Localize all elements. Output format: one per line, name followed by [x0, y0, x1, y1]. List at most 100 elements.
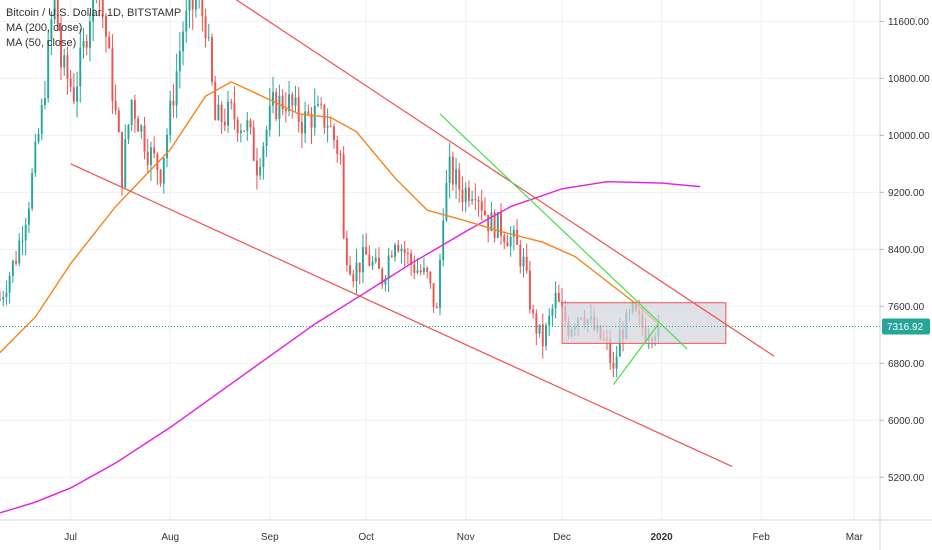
candle-down: [133, 100, 136, 119]
candle-down: [60, 30, 62, 68]
candle-down: [66, 55, 69, 79]
candle-down: [410, 253, 413, 265]
time-tick-label: Jul: [64, 532, 77, 543]
candle-down: [156, 153, 159, 170]
price-tick-label: 6800.00: [888, 359, 925, 370]
time-tick-label: Oct: [358, 532, 374, 543]
candle-up: [512, 229, 515, 237]
candle-down: [609, 338, 612, 363]
candle-down: [220, 104, 223, 122]
candle-up: [268, 105, 271, 130]
candle-up: [217, 104, 220, 121]
candle-up: [227, 101, 229, 126]
candle-down: [500, 212, 502, 236]
candle-down: [429, 271, 432, 284]
candle-down: [146, 152, 149, 166]
candle-up: [207, 37, 210, 39]
last-price-tag: [882, 318, 930, 335]
legend-ma200[interactable]: MA (200, close): [6, 22, 83, 34]
price-tick-label: 8400.00: [888, 245, 925, 256]
candle-up: [265, 129, 268, 146]
candle-up: [304, 111, 307, 134]
candle-down: [69, 78, 72, 88]
candle-down: [368, 254, 371, 266]
candle-up: [53, 0, 56, 20]
candle-up: [166, 134, 168, 159]
candle-down: [487, 214, 490, 232]
candle-down: [255, 160, 258, 176]
candle-up: [63, 55, 66, 68]
upper-channel-line: [235, 0, 775, 357]
candle-down: [390, 255, 393, 257]
candle-down: [406, 253, 409, 255]
candle-up: [92, 0, 95, 22]
candle-down: [365, 246, 368, 255]
range-box: [561, 302, 727, 344]
time-tick-label: 2020: [650, 532, 673, 543]
price-tick-label: 7600.00: [888, 302, 925, 313]
candle-down: [153, 147, 156, 154]
candle-up: [371, 261, 374, 266]
candle-down: [528, 270, 531, 310]
candle-up: [185, 10, 188, 32]
price-tick-label: 5200.00: [888, 473, 925, 484]
candle-up: [149, 147, 152, 166]
time-axis[interactable]: Jul Aug Sep Oct Nov Dec 2020 Feb Mar: [0, 519, 932, 543]
candle-up: [88, 21, 91, 48]
legend-symbol[interactable]: Bitcoin / U.S. Dollar, 1D, BITSTAMP: [6, 7, 182, 19]
candle-down: [480, 201, 483, 211]
candle-down: [419, 270, 422, 273]
candle-up: [471, 199, 474, 201]
time-tick-label: Feb: [753, 532, 771, 543]
candle-down: [358, 262, 361, 273]
candle-up: [496, 212, 499, 238]
candle-up: [11, 260, 14, 276]
candle-down: [211, 37, 213, 82]
candle-up: [79, 47, 82, 87]
candle-up: [551, 308, 554, 316]
candle-down: [349, 265, 352, 275]
candle-down: [252, 127, 255, 161]
candle-up: [47, 39, 50, 99]
candle-down: [249, 120, 252, 128]
candle-down: [345, 237, 348, 266]
candle-down: [243, 130, 246, 132]
candle-down: [310, 113, 313, 128]
time-tick-label: Nov: [457, 532, 475, 543]
candle-up: [442, 220, 445, 261]
candle-up: [394, 244, 396, 257]
candle-down: [381, 268, 384, 285]
candle-down: [191, 0, 194, 10]
legend-ma50[interactable]: MA (50, close): [6, 37, 77, 49]
candle-down: [451, 156, 454, 185]
price-axis[interactable]: 11600.00 10800.00 10000.00 9200.00 8400.00 76…: [879, 0, 930, 550]
candle-down: [85, 40, 88, 48]
candle-down: [493, 212, 496, 238]
candle-up: [464, 187, 467, 203]
candle-down: [397, 244, 400, 252]
candle-down: [342, 154, 345, 238]
candle-up: [313, 105, 316, 128]
candle-down: [300, 122, 303, 134]
candle-up: [448, 156, 451, 183]
candle-down: [329, 126, 332, 128]
candle-up: [182, 31, 185, 52]
candle-down: [516, 229, 519, 245]
candle-up: [82, 40, 85, 48]
candle-up: [124, 139, 127, 188]
candle-up: [326, 126, 329, 128]
candle-up: [27, 208, 30, 225]
candle-up: [76, 86, 79, 102]
candle-down: [307, 111, 310, 114]
candle-up: [18, 240, 21, 264]
candle-up: [288, 94, 291, 112]
candle-up: [175, 71, 178, 106]
candle-up: [509, 236, 512, 247]
chart-legend: Bitcoin / U.S. Dollar, 1D, BITSTAMP MA (…: [6, 6, 181, 51]
candle-up: [140, 125, 143, 132]
time-tick-label: Aug: [161, 532, 179, 543]
candle-up: [169, 100, 172, 135]
ma200-line: [0, 180, 701, 514]
candle-down: [503, 235, 506, 243]
